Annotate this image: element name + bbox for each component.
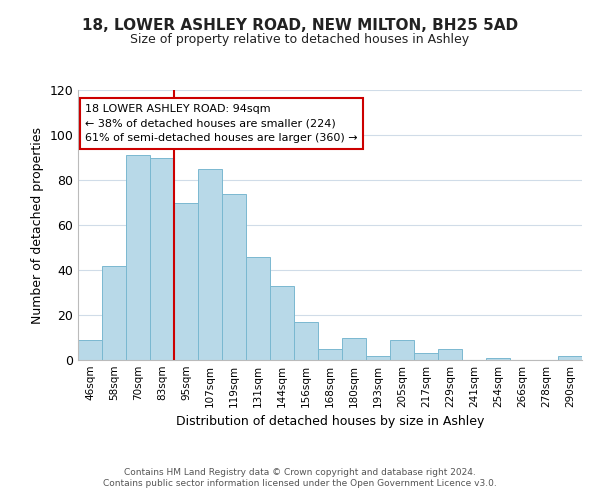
Bar [366,356,390,360]
Text: 18 LOWER ASHLEY ROAD: 94sqm
← 38% of detached houses are smaller (224)
61% of se: 18 LOWER ASHLEY ROAD: 94sqm ← 38% of det… [85,104,358,143]
Bar [78,340,102,360]
Bar [102,266,126,360]
Text: Size of property relative to detached houses in Ashley: Size of property relative to detached ho… [130,32,470,46]
Bar [150,158,174,360]
Bar [438,349,462,360]
X-axis label: Distribution of detached houses by size in Ashley: Distribution of detached houses by size … [176,416,484,428]
Bar [342,338,366,360]
Text: 18, LOWER ASHLEY ROAD, NEW MILTON, BH25 5AD: 18, LOWER ASHLEY ROAD, NEW MILTON, BH25 … [82,18,518,32]
Bar [222,194,246,360]
Bar [486,358,510,360]
Bar [126,155,150,360]
Bar [294,322,318,360]
Bar [270,286,294,360]
Bar [414,353,438,360]
Bar [558,356,582,360]
Bar [198,169,222,360]
Bar [318,349,342,360]
Bar [390,340,414,360]
Bar [174,202,198,360]
Bar [246,256,270,360]
Text: Contains HM Land Registry data © Crown copyright and database right 2024.
Contai: Contains HM Land Registry data © Crown c… [103,468,497,487]
Y-axis label: Number of detached properties: Number of detached properties [31,126,44,324]
